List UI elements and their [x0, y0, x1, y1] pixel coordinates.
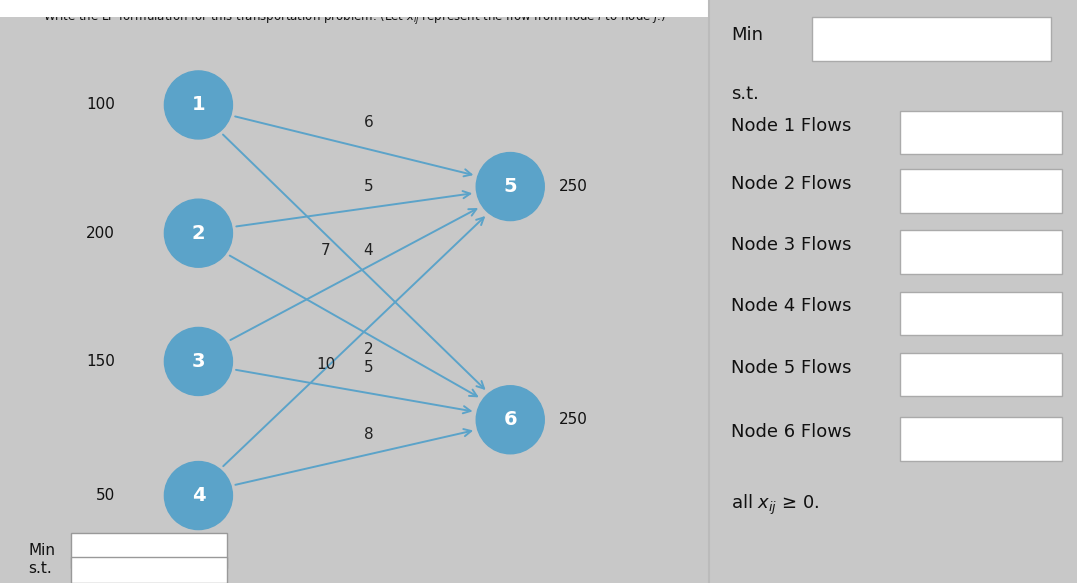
Text: 5: 5 — [503, 177, 517, 196]
Text: Node 5 Flows: Node 5 Flows — [731, 359, 851, 377]
Text: 2: 2 — [192, 224, 206, 243]
Text: 7: 7 — [321, 243, 331, 258]
Text: 5: 5 — [364, 360, 374, 375]
Text: 200: 200 — [86, 226, 115, 241]
Text: Min: Min — [731, 26, 763, 44]
Text: Node 2 Flows: Node 2 Flows — [731, 175, 851, 193]
Text: Node 3 Flows: Node 3 Flows — [731, 236, 851, 254]
Text: Node 1 Flows: Node 1 Flows — [731, 117, 851, 135]
Text: Node 4 Flows: Node 4 Flows — [731, 297, 851, 315]
Ellipse shape — [165, 199, 233, 267]
Text: 8: 8 — [364, 427, 374, 442]
Text: 100: 100 — [86, 97, 115, 113]
Text: Node 6 Flows: Node 6 Flows — [731, 423, 851, 441]
Ellipse shape — [476, 153, 544, 220]
Text: 5: 5 — [364, 179, 374, 194]
FancyBboxPatch shape — [71, 557, 227, 583]
Text: 250: 250 — [559, 412, 587, 427]
Text: 1: 1 — [192, 96, 206, 114]
Ellipse shape — [165, 71, 233, 139]
FancyBboxPatch shape — [900, 353, 1062, 396]
Text: 2: 2 — [364, 342, 374, 357]
Text: 4: 4 — [192, 486, 206, 505]
Text: all $x_{ij}$ ≥ 0.: all $x_{ij}$ ≥ 0. — [731, 493, 820, 517]
Text: 6: 6 — [364, 115, 374, 130]
Text: 150: 150 — [86, 354, 115, 369]
FancyBboxPatch shape — [900, 417, 1062, 461]
Text: 250: 250 — [559, 179, 587, 194]
Ellipse shape — [165, 462, 233, 529]
Ellipse shape — [476, 386, 544, 454]
FancyBboxPatch shape — [900, 169, 1062, 213]
Text: Min: Min — [28, 543, 55, 559]
FancyBboxPatch shape — [900, 292, 1062, 335]
Text: 10: 10 — [317, 357, 336, 372]
Text: 50: 50 — [96, 488, 115, 503]
Ellipse shape — [165, 328, 233, 395]
Text: 4: 4 — [364, 243, 374, 258]
FancyBboxPatch shape — [0, 0, 709, 17]
Text: 6: 6 — [503, 410, 517, 429]
FancyBboxPatch shape — [71, 533, 227, 568]
FancyBboxPatch shape — [900, 230, 1062, 274]
Text: Write the LP formulation for this transportation problem. (Let $x_{ij}$ represen: Write the LP formulation for this transp… — [43, 9, 666, 27]
FancyBboxPatch shape — [812, 17, 1051, 61]
FancyBboxPatch shape — [900, 111, 1062, 154]
Text: s.t.: s.t. — [28, 561, 52, 576]
Text: s.t.: s.t. — [731, 85, 758, 103]
Text: 3: 3 — [192, 352, 206, 371]
